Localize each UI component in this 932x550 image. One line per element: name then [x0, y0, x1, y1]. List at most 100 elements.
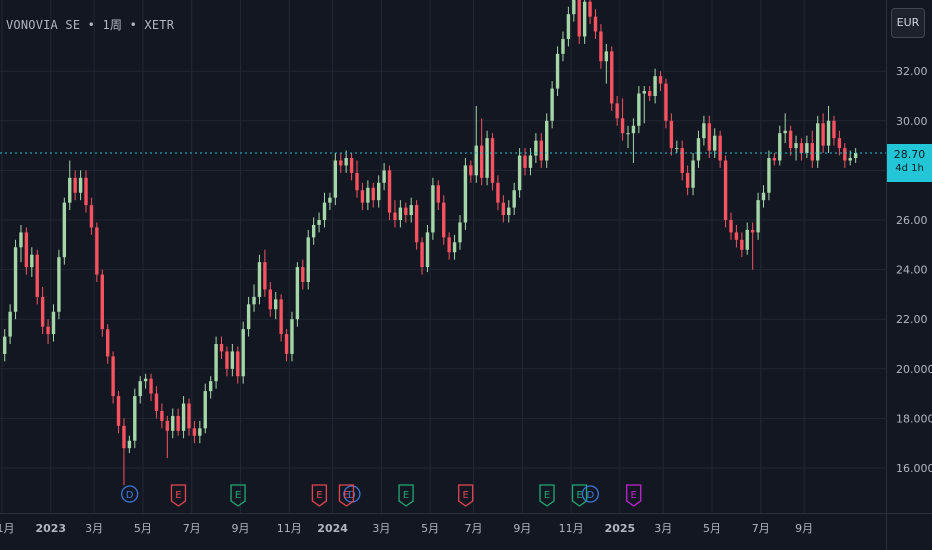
candle-body: [322, 202, 327, 220]
candle-body: [78, 177, 83, 193]
candle-body: [496, 182, 500, 203]
candle-body: [355, 172, 359, 191]
candle-body: [805, 143, 809, 154]
candle-body: [40, 296, 45, 327]
candle-body: [723, 160, 728, 220]
svg-text:E: E: [343, 490, 349, 501]
candle-body: [360, 190, 365, 203]
earnings-marker-icon: E: [626, 484, 642, 507]
candle-body: [366, 187, 370, 203]
candle-body: [853, 153, 858, 158]
candle-body: [691, 160, 695, 188]
candle-body: [230, 351, 235, 369]
dividend-marker-icon: D: [121, 485, 139, 503]
earnings-marker-icon: E: [311, 484, 328, 507]
svg-text:D: D: [587, 490, 595, 501]
candle-body: [154, 393, 159, 411]
time-tick-label: 11月: [0, 522, 15, 535]
candle-body: [637, 93, 641, 126]
last-price-value: 28.70: [893, 148, 926, 162]
candle-body: [767, 158, 771, 193]
candle-body: [523, 155, 527, 168]
candle-body: [479, 145, 484, 178]
candle-body: [295, 267, 300, 320]
candle-body: [149, 378, 153, 394]
price-tick-label: 26.00: [896, 214, 928, 227]
grid-lines: [0, 0, 886, 513]
price-tick-label: 30.00: [896, 115, 928, 128]
candle-body: [263, 262, 267, 290]
candle-body: [702, 123, 706, 139]
candle-body: [843, 148, 847, 161]
time-tick-label: 7月: [752, 522, 770, 535]
candle-body: [794, 143, 798, 149]
candle-body: [333, 160, 338, 198]
candle-body: [208, 381, 213, 392]
time-tick-label: 9月: [513, 522, 531, 535]
candle-body: [236, 351, 240, 377]
candle-body: [837, 138, 842, 149]
time-tick-label: 7月: [465, 522, 483, 535]
candle-body: [214, 344, 218, 382]
candle-body: [610, 51, 614, 104]
candle-body: [593, 16, 598, 32]
candle-body: [68, 177, 72, 203]
candle-body: [539, 140, 543, 161]
candle-body: [647, 91, 652, 96]
candle-body: [566, 14, 571, 39]
candle-body: [685, 172, 690, 188]
candle-body: [398, 207, 403, 220]
candle-body: [382, 170, 386, 183]
svg-text:E: E: [175, 490, 181, 501]
candle-body: [599, 31, 603, 62]
candle-body: [198, 428, 202, 436]
candle-body: [474, 145, 478, 176]
candle-body: [669, 120, 674, 149]
candle-body: [268, 289, 272, 310]
earnings-marker-icon: E: [398, 484, 414, 507]
candle-body: [452, 242, 457, 253]
candle-body: [349, 158, 354, 173]
earnings-marker-icon: E: [338, 484, 355, 507]
price-tick-label: 32.00: [896, 65, 928, 78]
candle-body: [257, 262, 262, 297]
candle-body: [274, 299, 278, 310]
candle-body: [317, 220, 321, 225]
candle-body: [826, 120, 831, 146]
time-tick-label: 11月: [277, 522, 302, 535]
svg-text:D: D: [126, 490, 134, 501]
candle-body: [555, 53, 560, 89]
candle-body: [442, 202, 446, 238]
candle-body: [550, 88, 554, 121]
candle-body: [57, 257, 61, 312]
symbol-header: VONOVIA SE • 1周 • XETR: [6, 18, 175, 32]
svg-text:E: E: [235, 490, 241, 501]
svg-text:E: E: [576, 490, 582, 501]
candle-body: [740, 239, 744, 250]
candle-body: [501, 202, 506, 216]
candle-body: [734, 232, 739, 240]
candle-body: [73, 177, 77, 193]
candle-body: [376, 182, 381, 201]
svg-text:E: E: [463, 490, 469, 501]
svg-text:E: E: [544, 490, 550, 501]
candle-body: [219, 344, 224, 352]
candle-body: [718, 135, 722, 161]
time-tick-label: 2025: [605, 522, 636, 535]
candle-body: [626, 133, 630, 135]
time-tick-label: 7月: [183, 522, 201, 535]
candle-body: [620, 118, 625, 134]
candle-body: [750, 229, 755, 233]
candle-body: [127, 440, 132, 449]
candle-body: [425, 232, 430, 268]
currency-button[interactable]: EUR: [891, 8, 925, 38]
candle-body: [778, 133, 782, 161]
candle-body: [615, 103, 619, 119]
candle-body: [534, 140, 538, 156]
candle-body: [561, 38, 565, 54]
candle-body: [176, 415, 180, 431]
candle-body: [848, 158, 852, 161]
candle-body: [761, 192, 766, 201]
candle-body: [143, 378, 148, 382]
